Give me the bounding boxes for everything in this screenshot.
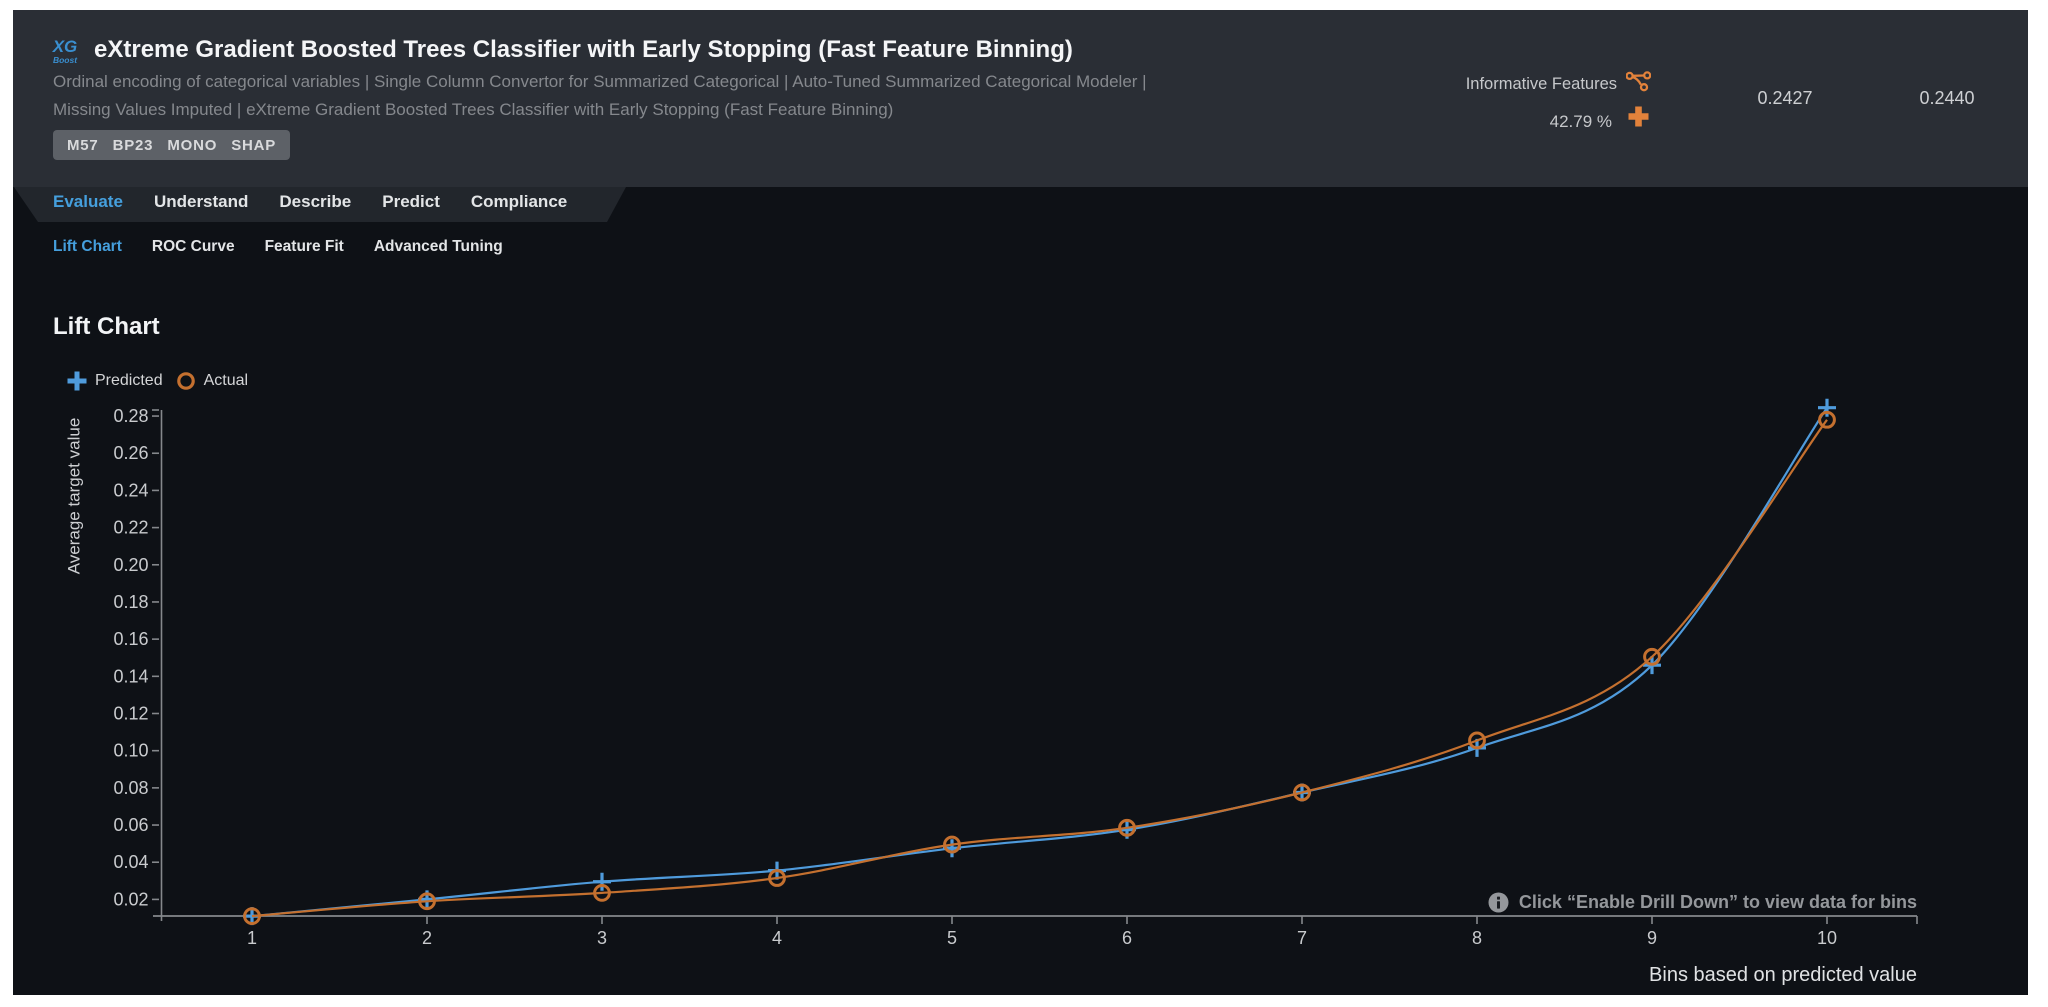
marker-circle-actual (1118, 818, 1136, 837)
tab-understand[interactable]: Understand (153, 191, 249, 211)
y-tick-label: 0.04 (113, 852, 148, 872)
page-title: Lift Chart (53, 313, 160, 340)
marker-circle-actual (593, 883, 611, 902)
sample-size-plus-icon[interactable] (1627, 105, 1650, 128)
feature-list-branch-icon[interactable] (1626, 71, 1651, 92)
x-tick-label: 10 (1817, 928, 1837, 948)
model-badge-mono: MONO (167, 136, 218, 154)
y-tick-label: 0.24 (113, 480, 148, 500)
tab-predict[interactable]: Predict (382, 191, 440, 211)
feature-list-label: Informative Features (1465, 75, 1617, 93)
legend-marker-predicted-plus-icon (67, 371, 87, 391)
y-tick-label: 0.12 (113, 704, 148, 724)
subtab-feature-fit[interactable]: Feature Fit (264, 238, 344, 255)
metric-cross-validation-score: 0.2440 (1919, 88, 1975, 108)
model-blueprint-line-2: Missing Values Imputed | eXtreme Gradien… (53, 100, 894, 119)
xgboost-logo: XG Boost (45, 38, 85, 65)
sample-size-label: 42.79 % (1549, 112, 1612, 131)
tab-strip (14, 187, 626, 222)
xgboost-logo-top: XG (52, 37, 78, 56)
model-badge-shap: SHAP (231, 136, 277, 154)
marker-circle-actual (943, 835, 961, 854)
y-tick-label: 0.14 (113, 666, 148, 686)
subtab-lift-chart[interactable]: Lift Chart (53, 238, 122, 255)
model-panel: XG Boost eXtreme Gradient Boosted Trees … (13, 10, 2028, 995)
y-tick-label: 0.08 (113, 778, 148, 798)
chart-legend: Predicted Actual (66, 371, 248, 391)
marker-circle-actual (243, 907, 261, 926)
marker-circle-actual (1818, 410, 1836, 429)
legend-label-actual: Actual (203, 372, 249, 389)
tab-describe[interactable]: Describe (279, 191, 352, 211)
y-tick-label: 0.26 (113, 443, 148, 463)
y-tick-label: 0.28 (113, 406, 148, 426)
model-badges: M57 BP23 MONO SHAP (53, 130, 291, 160)
y-tick-label: 0.18 (113, 592, 148, 612)
model-blueprint-line-1: Ordinal encoding of categorical variable… (53, 72, 1147, 91)
marker-circle-actual (1293, 783, 1311, 802)
series-line-predicted (251, 407, 1828, 918)
legend-marker-actual-circle-icon (176, 372, 195, 390)
marker-plus-predicted (593, 872, 611, 891)
y-tick-label: 0.22 (113, 518, 148, 538)
x-tick-label: 8 (1472, 928, 1482, 948)
subtab-roc-curve[interactable]: ROC Curve (151, 238, 235, 255)
metric-validation-score: 0.2427 (1757, 88, 1813, 108)
marker-circle-actual (1643, 647, 1661, 666)
y-tick-label: 0.20 (113, 555, 148, 575)
y-tick-label: 0.10 (113, 741, 148, 761)
model-badge-m57: M57 (67, 136, 99, 154)
subtab-bar: Lift Chart ROC Curve Feature Fit Advanced T… (53, 232, 503, 262)
y-axis-title: Average target value (65, 418, 84, 575)
y-tick-label: 0.16 (113, 629, 148, 649)
marker-circle-actual (1468, 731, 1486, 750)
x-tick-label: 5 (947, 928, 957, 948)
y-tick-label: 0.06 (113, 815, 148, 835)
x-tick-label: 7 (1297, 928, 1307, 948)
x-tick-label: 4 (772, 928, 782, 948)
xgboost-logo-bottom: Boost (52, 55, 78, 65)
drilldown-note-text: Click “Enable Drill Down” to view data f… (1518, 891, 1917, 912)
legend-label-predicted: Predicted (95, 372, 163, 389)
subtab-advanced-tuning[interactable]: Advanced Tuning (373, 238, 503, 255)
x-tick-label: 6 (1122, 928, 1132, 948)
x-tick-label: 1 (247, 928, 257, 948)
x-axis-title: Bins based on predicted value (1649, 964, 1917, 986)
lift-chart-plot: 0.02 0.04 0.06 0.08 0.10 0.12 0.14 0.16 0.18 0.20… (65, 398, 1918, 986)
x-tick-label: 9 (1647, 928, 1657, 948)
model-title: eXtreme Gradient Boosted Trees Classifie… (94, 36, 1073, 63)
info-icon (1488, 892, 1509, 912)
marker-circle-actual (768, 869, 786, 887)
x-tick-label: 3 (597, 928, 607, 948)
series-line-actual (251, 419, 1828, 918)
model-blueprint-description: Ordinal encoding of categorical variable… (53, 68, 1147, 124)
tab-bar: Evaluate Understand Describe Predict Complia… (53, 184, 567, 219)
y-tick-label: 0.02 (113, 889, 148, 909)
model-badge-bp23: BP23 (112, 136, 154, 154)
marker-circle-actual (418, 892, 436, 911)
x-tick-label: 2 (422, 928, 432, 948)
model-header: XG Boost eXtreme Gradient Boosted Trees … (13, 10, 2028, 187)
drilldown-note: Click “Enable Drill Down” to view data f… (1488, 891, 1917, 913)
tab-evaluate[interactable]: Evaluate (53, 191, 123, 211)
tab-compliance[interactable]: Compliance (470, 191, 568, 211)
